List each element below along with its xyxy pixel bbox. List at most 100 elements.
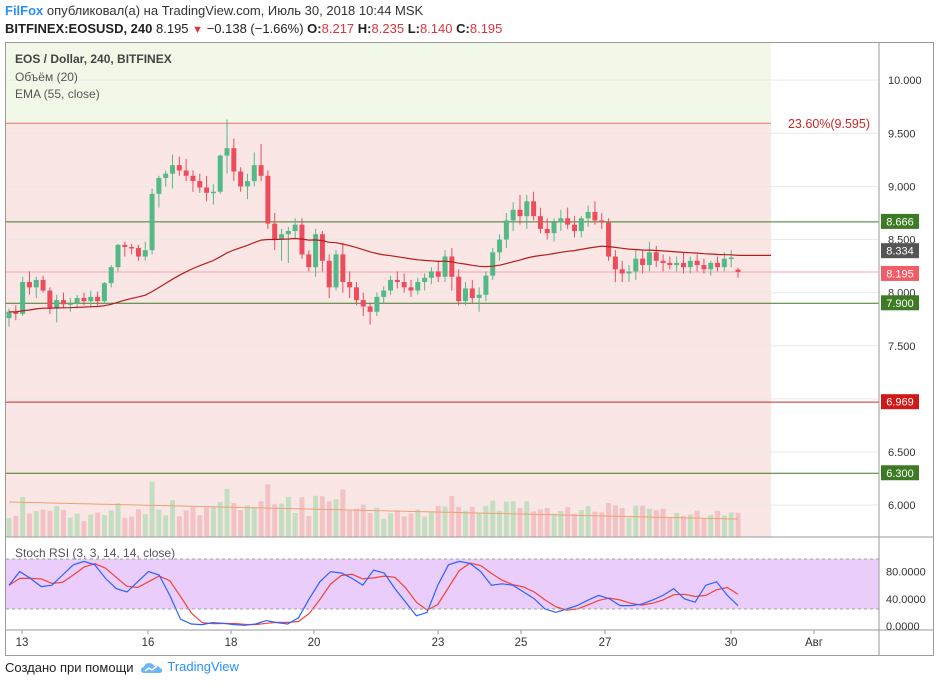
candle-body (619, 269, 625, 274)
candle-body (142, 250, 148, 257)
candle-body (13, 311, 19, 314)
candle-body (353, 287, 359, 301)
candle-body (238, 171, 244, 187)
fib-label: 23.60%(9.595) (788, 117, 870, 131)
volume-bar (47, 510, 53, 537)
open-label: O: (307, 21, 322, 36)
candle-body (687, 260, 693, 268)
low-label: L: (407, 21, 420, 36)
volume-bar (74, 513, 80, 537)
candle-body (204, 187, 210, 193)
time-tick-label: 23 (432, 637, 445, 649)
candle-body (347, 282, 353, 288)
candle-body (88, 296, 94, 302)
candle-body (197, 181, 203, 188)
volume-bar (510, 501, 516, 537)
volume-bar (156, 509, 162, 537)
candle-body (476, 294, 482, 298)
candle-body (510, 209, 516, 221)
volume-bar (224, 488, 230, 537)
candle-body (503, 220, 509, 240)
volume-bar (40, 509, 46, 537)
candle-body (61, 300, 67, 305)
volume-bar (462, 510, 468, 537)
candle-body (633, 258, 639, 272)
candle-body (585, 211, 591, 219)
candle-body (258, 165, 264, 176)
volume-bar (238, 510, 244, 537)
volume-bar (680, 516, 686, 537)
volume-bar (558, 511, 564, 537)
volume-bar (13, 515, 19, 537)
volume-bar (469, 506, 475, 537)
price-tick-label: 7.500 (888, 341, 916, 353)
candle-body (462, 288, 468, 302)
volume-bar (163, 515, 169, 537)
volume-bar (660, 508, 666, 537)
volume-bar (735, 512, 741, 537)
high-label: H: (357, 21, 372, 36)
volume-bar (217, 501, 223, 537)
volume-bar (101, 515, 107, 537)
candle-body (26, 282, 32, 288)
volume-bar (497, 510, 503, 537)
open-value: 8.217 (321, 21, 355, 36)
candle-body (190, 175, 196, 182)
candle-body (367, 306, 373, 312)
volume-bar (340, 489, 346, 537)
volume-bar (142, 514, 148, 537)
ema-legend[interactable]: EMA (55, close) (15, 87, 100, 101)
candle-body (67, 303, 73, 305)
chart-frame (5, 42, 934, 656)
candle-body (415, 282, 421, 291)
candle-body (210, 191, 216, 194)
down-arrow-icon: ▼ (192, 24, 204, 36)
time-tick-label: Авг (805, 637, 823, 649)
time-tick-label: 18 (225, 637, 238, 649)
price-tag-label: 6.300 (886, 468, 914, 480)
volume-bar (33, 511, 39, 537)
candle-body (388, 279, 394, 291)
candle-body (571, 224, 577, 232)
price-tag (881, 265, 919, 281)
candle-body (231, 148, 237, 172)
candle-body (401, 282, 407, 288)
author-name[interactable]: FilFox (5, 3, 44, 18)
candle-body (544, 228, 550, 234)
volume-bar (95, 512, 101, 537)
price-tag-label: 6.969 (886, 397, 914, 409)
price-tag-label: 7.900 (886, 298, 914, 310)
volume-bar (67, 517, 73, 537)
volume-bar (122, 517, 128, 537)
tradingview-logo[interactable]: TradingView (140, 659, 239, 676)
stoch-rsi-legend[interactable]: Stoch RSI (3, 3, 14, 14, close) (15, 546, 176, 560)
chart-title: EOS / Dollar, 240, BITFINEX (15, 52, 172, 66)
volume-bar (701, 518, 707, 537)
candle-body (578, 218, 584, 232)
volume-bar (408, 513, 414, 537)
volume-bar (578, 510, 584, 537)
volume-bar (26, 513, 32, 537)
volume-bar (108, 510, 114, 537)
candle-body (122, 244, 128, 247)
candle-body (217, 155, 223, 192)
candle-body (708, 262, 714, 270)
candle-body (517, 209, 523, 217)
candle-body (490, 252, 496, 276)
volume-bar (653, 510, 659, 537)
volume-legend[interactable]: Объём (20) (15, 70, 78, 84)
volume-bar (565, 507, 571, 537)
volume-bar (313, 495, 319, 537)
volume-bar (244, 505, 250, 537)
candle-body (469, 288, 475, 298)
price-tag (881, 394, 919, 410)
volume-bar (721, 515, 727, 537)
stoch-k-line (8, 560, 739, 626)
volume-bar (333, 499, 339, 537)
volume-bar (360, 504, 366, 537)
volume-bar (401, 516, 407, 537)
candle-body (735, 269, 741, 272)
volume-bar (190, 507, 196, 537)
volume-bar (61, 509, 67, 537)
